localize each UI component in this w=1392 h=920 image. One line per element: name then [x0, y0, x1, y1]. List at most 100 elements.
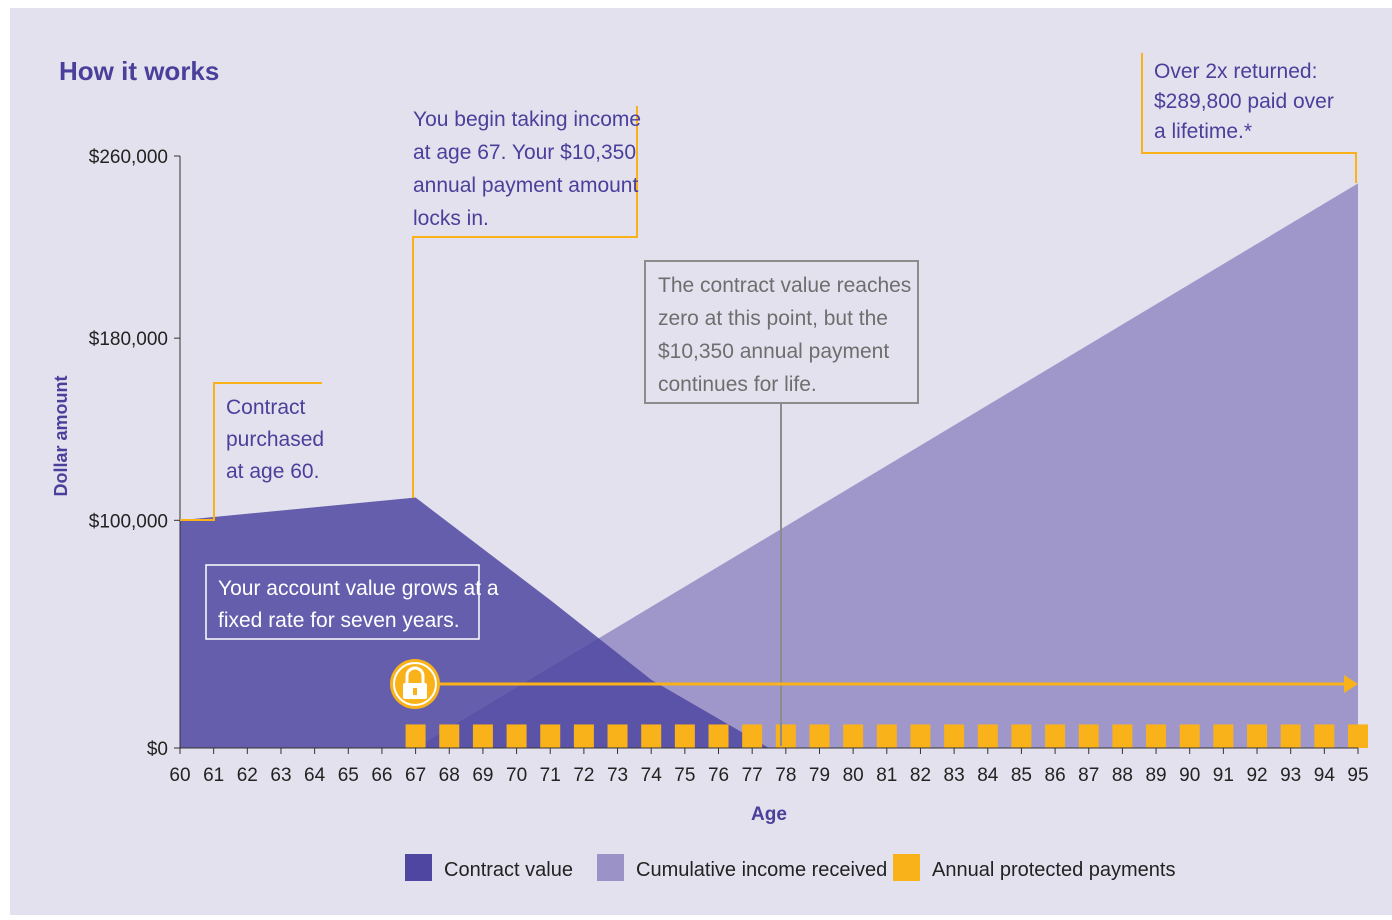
payment-bar-age-86 — [1045, 724, 1066, 748]
callout-returned-line1: Over 2x returned: — [1154, 60, 1317, 83]
x-tick-label: 72 — [573, 765, 594, 786]
x-tick-label: 84 — [977, 765, 999, 786]
y-axis-label: Dollar amount — [51, 375, 71, 496]
x-tick-label: 73 — [607, 765, 628, 786]
legend: Contract value Cumulative income receive… — [405, 854, 1176, 881]
callout-purchased-line2: purchased — [226, 428, 324, 451]
legend-label-annual-payments: Annual protected payments — [932, 859, 1176, 881]
callout-income-line4: locks in. — [413, 207, 489, 230]
callout-zero-line3: $10,350 annual payment — [658, 340, 889, 363]
x-tick-label: 79 — [809, 765, 830, 786]
x-tick-label: 67 — [405, 765, 426, 786]
callout-income-line — [412, 106, 638, 498]
x-tick-label: 62 — [237, 765, 258, 786]
callout-purchased-text: Contract purchased at age 60. — [226, 396, 330, 483]
payment-bar-age-94 — [1314, 724, 1335, 748]
legend-swatch-annual-payments — [893, 854, 920, 881]
x-tick-label: 78 — [775, 765, 796, 786]
legend-label-contract-value: Contract value — [444, 859, 573, 881]
payment-bar-age-88 — [1112, 724, 1133, 748]
payment-bar-age-68 — [439, 724, 460, 748]
legend-label-cumulative-income: Cumulative income received — [636, 859, 887, 881]
callout-zero-line4: continues for life. — [658, 373, 817, 396]
payment-bar-age-92 — [1247, 724, 1268, 748]
callout-zero-line2: zero at this point, but the — [658, 307, 888, 330]
chart-panel: How it works $0 $100,000 $180,000 $260,000 … — [10, 8, 1392, 915]
cumulative-income-area — [415, 183, 1359, 749]
payment-bar-age-82 — [910, 724, 931, 748]
x-tick-label: 91 — [1213, 765, 1234, 786]
x-tick-label: 92 — [1246, 765, 1267, 786]
chart-svg: How it works $0$100,000$180,000$260,000 … — [51, 53, 1369, 881]
x-axis-label: Age — [751, 804, 787, 825]
callout-zero-line1: The contract value reaches — [658, 274, 911, 297]
x-axis-ticks: 60 61 62 63 64 65 66 67 68 69 70 71 72 73 74 75 76 77 78 79… — [169, 748, 1369, 786]
x-tick-label: 70 — [506, 765, 527, 786]
callout-zero-text: The contract value reaches zero at this … — [658, 274, 917, 396]
x-tick-label: 63 — [270, 765, 291, 786]
x-tick-label: 81 — [876, 765, 897, 786]
payment-bar-age-87 — [1078, 724, 1099, 748]
payment-bar-age-75 — [674, 724, 695, 748]
payment-bar-age-85 — [1011, 724, 1032, 748]
x-tick-label: 69 — [472, 765, 493, 786]
x-tick-label: 93 — [1280, 765, 1301, 786]
annual-payment-bars — [405, 724, 1368, 748]
x-tick-label: 87 — [1078, 765, 1099, 786]
account-grows-line2: fixed rate for seven years. — [218, 609, 460, 632]
callout-income-text: You begin taking income at age 67. Your … — [413, 108, 647, 230]
y-tick-label: $100,000 — [89, 511, 168, 532]
callout-income-line1: You begin taking income — [413, 108, 641, 131]
account-grows-text: Your account value grows at a fixed rate… — [218, 577, 504, 632]
payment-bar-age-69 — [472, 724, 493, 748]
x-tick-label: 95 — [1347, 765, 1368, 786]
payment-bar-age-80 — [843, 724, 864, 748]
y-tick-label: $260,000 — [89, 147, 168, 168]
payment-bar-age-70 — [506, 724, 527, 748]
callout-income-line3: annual payment amount — [413, 174, 638, 197]
x-tick-label: 90 — [1179, 765, 1200, 786]
payment-bar-age-78 — [775, 724, 796, 748]
payment-bar-age-95 — [1348, 724, 1368, 748]
payment-bar-age-71 — [540, 724, 561, 748]
x-tick-label: 75 — [674, 765, 695, 786]
x-tick-label: 76 — [708, 765, 729, 786]
callout-purchased-line1: Contract — [226, 396, 306, 419]
padlock-icon — [390, 659, 440, 709]
x-tick-label: 64 — [304, 765, 326, 786]
x-tick-label: 66 — [371, 765, 392, 786]
x-tick-label: 77 — [742, 765, 763, 786]
y-tick-label: $0 — [147, 739, 168, 760]
payment-bar-age-79 — [809, 724, 830, 748]
x-tick-label: 94 — [1314, 765, 1336, 786]
x-tick-label: 82 — [910, 765, 931, 786]
callout-returned-text: Over 2x returned: $289,800 paid over a l… — [1154, 60, 1340, 143]
x-tick-label: 74 — [641, 765, 663, 786]
payment-bar-age-91 — [1213, 724, 1234, 748]
payment-bar-age-72 — [573, 724, 594, 748]
callout-returned-line — [1141, 53, 1357, 183]
account-grows-line1: Your account value grows at a — [218, 577, 499, 600]
x-tick-label: 85 — [1011, 765, 1032, 786]
payment-bar-age-74 — [641, 724, 662, 748]
x-tick-label: 89 — [1145, 765, 1166, 786]
x-tick-label: 83 — [944, 765, 965, 786]
legend-swatch-cumulative-income — [597, 854, 624, 881]
payment-bar-age-76 — [708, 724, 729, 748]
payment-bar-age-83 — [944, 724, 965, 748]
lock-arrow-head — [1344, 675, 1358, 693]
chart-title: How it works — [59, 56, 219, 86]
x-tick-label: 88 — [1112, 765, 1133, 786]
payment-bar-age-77 — [742, 724, 763, 748]
callout-returned-line2: $289,800 paid over — [1154, 90, 1334, 113]
x-tick-label: 60 — [169, 765, 190, 786]
x-tick-label: 80 — [843, 765, 864, 786]
x-tick-label: 68 — [439, 765, 460, 786]
x-tick-label: 65 — [338, 765, 359, 786]
x-tick-label: 61 — [203, 765, 224, 786]
payment-bar-age-93 — [1280, 724, 1301, 748]
callout-income-line2: at age 67. Your $10,350 — [413, 141, 636, 164]
payment-bar-age-90 — [1179, 724, 1200, 748]
callout-purchased-line — [180, 382, 322, 521]
payment-bar-age-84 — [977, 724, 998, 748]
